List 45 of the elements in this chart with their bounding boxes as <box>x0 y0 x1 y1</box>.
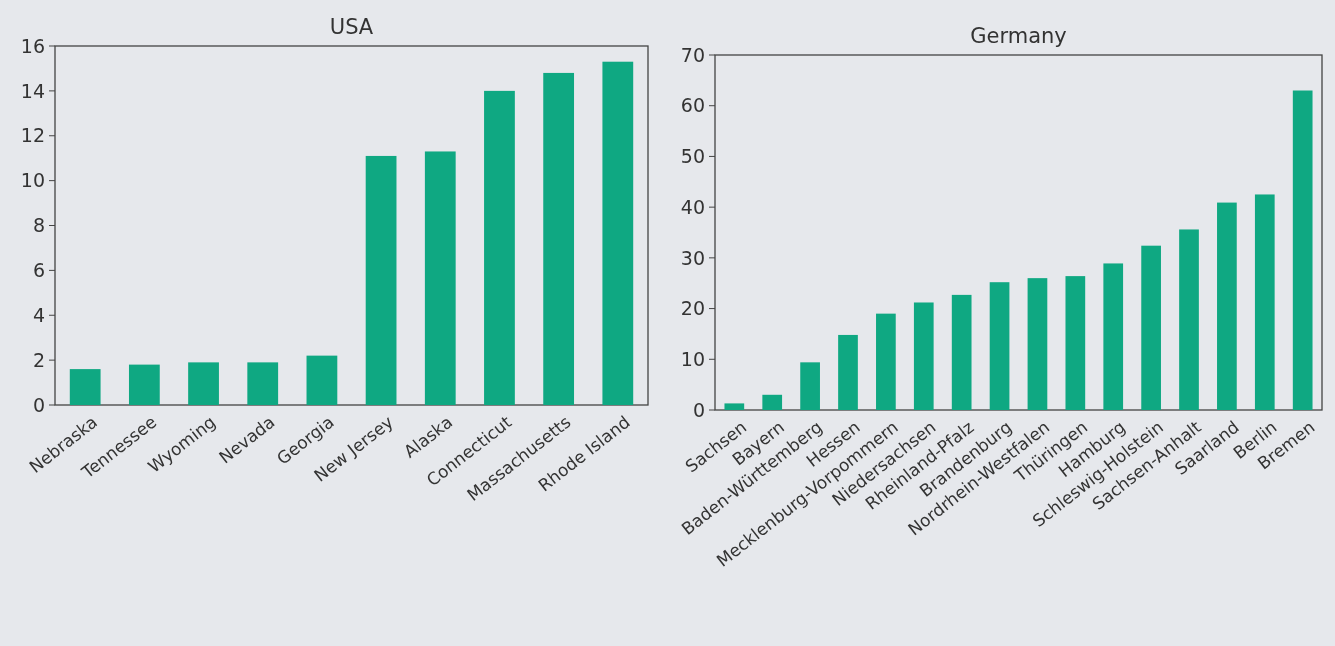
bar <box>543 72 575 405</box>
bar <box>1292 90 1313 410</box>
y-tick-label: 16 <box>20 34 45 57</box>
bar <box>365 155 397 405</box>
bar <box>876 313 896 410</box>
bar <box>484 90 515 405</box>
bar <box>1065 276 1086 410</box>
chart-title: USA <box>329 15 374 39</box>
y-tick-label: 6 <box>32 259 45 282</box>
chart-title: Germany <box>970 24 1067 48</box>
y-tick-label: 8 <box>32 214 45 237</box>
bar <box>69 369 101 405</box>
bar <box>306 355 338 405</box>
y-tick-label: 12 <box>20 124 45 147</box>
bar <box>1179 229 1199 410</box>
bar <box>724 403 745 410</box>
bar <box>1027 278 1048 410</box>
bar <box>1254 194 1275 410</box>
bar <box>762 394 783 410</box>
y-tick-label: 0 <box>32 393 45 416</box>
y-tick-label: 30 <box>680 246 705 269</box>
y-tick-label: 70 <box>680 43 705 66</box>
bar <box>1103 263 1124 410</box>
bar <box>838 334 858 410</box>
bar <box>424 151 456 405</box>
bar <box>188 362 219 405</box>
y-tick-label: 2 <box>32 348 45 371</box>
y-tick-label: 20 <box>680 297 705 320</box>
y-tick-label: 10 <box>680 347 705 370</box>
y-tick-label: 0 <box>692 398 705 421</box>
bar <box>913 302 934 410</box>
y-tick-label: 40 <box>680 195 705 218</box>
bar <box>800 362 820 410</box>
y-tick-label: 10 <box>20 169 45 192</box>
bar <box>128 364 160 405</box>
bar <box>1217 202 1237 410</box>
y-tick-label: 50 <box>680 145 705 168</box>
bar <box>602 61 634 405</box>
bar <box>1141 245 1161 410</box>
y-tick-label: 14 <box>20 79 45 102</box>
bar <box>989 282 1010 410</box>
bar <box>247 362 279 405</box>
y-tick-label: 60 <box>680 94 705 117</box>
bar <box>951 294 972 410</box>
y-tick-label: 4 <box>32 303 45 326</box>
